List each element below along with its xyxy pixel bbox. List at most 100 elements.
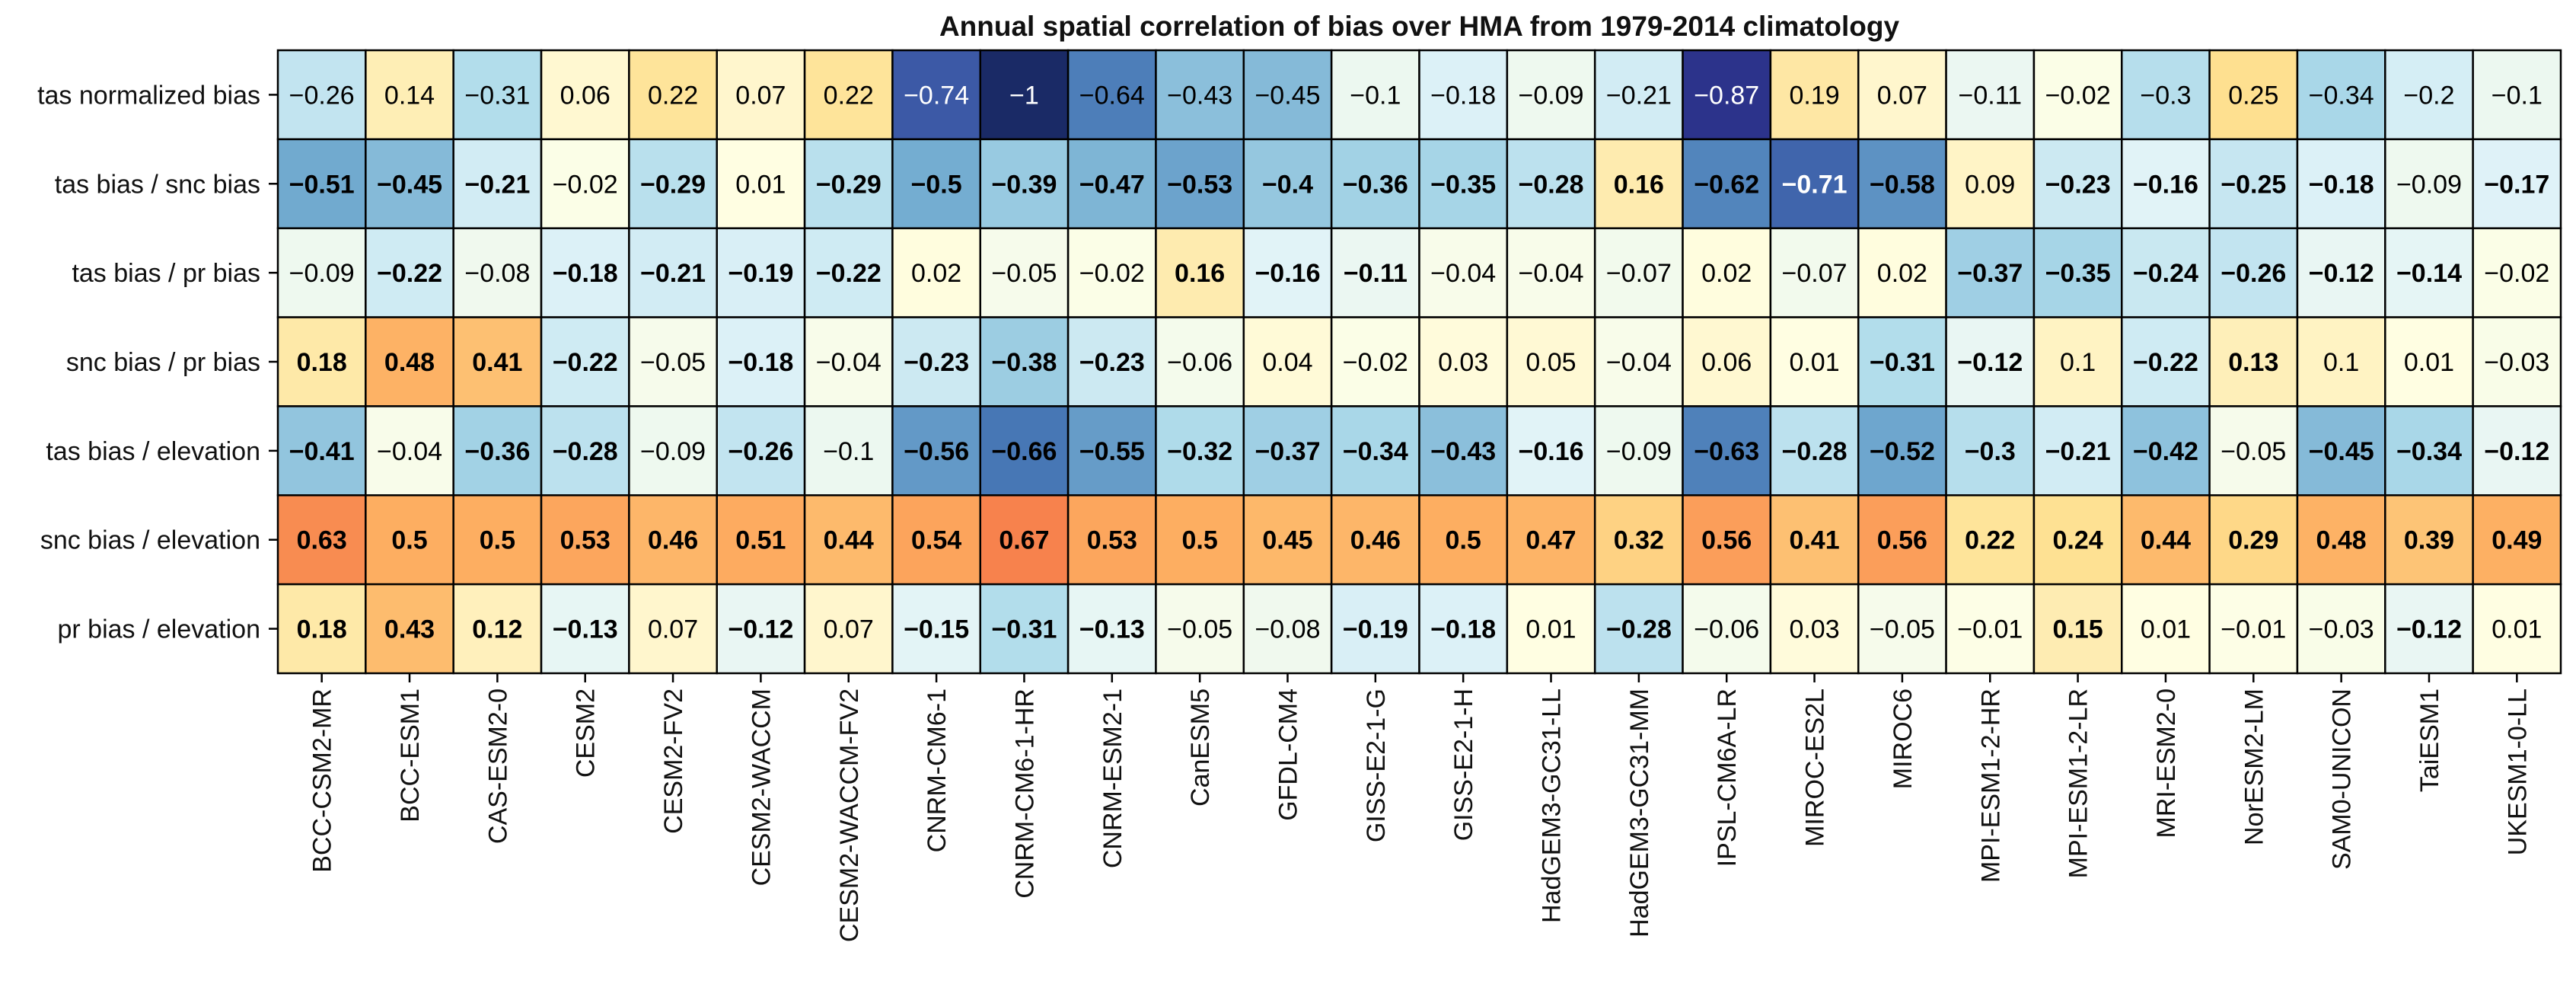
column-tick-label: MIROC6 xyxy=(1889,688,1918,789)
heatmap-cell xyxy=(1418,49,1509,141)
cell-value-label: 0.43 xyxy=(384,615,435,644)
heatmap-cell xyxy=(2121,49,2211,141)
row-tick-label: tas bias / elevation xyxy=(46,437,260,466)
cell-value-label: −0.71 xyxy=(1782,170,1848,199)
cell-value-label: 0.12 xyxy=(472,615,522,644)
heatmap-cell xyxy=(452,316,543,407)
heatmap-cell xyxy=(2032,49,2123,141)
heatmap-cell xyxy=(1242,494,1333,586)
cell-value-label: −0.21 xyxy=(464,170,530,199)
cell-value-label: −0.4 xyxy=(1262,170,1313,199)
column-labels: BCC-CSM2-MR BCC-ESM1 CAS-ESM2-0 CESM2 CESM2-… xyxy=(308,688,2533,942)
heatmap-cell xyxy=(1242,583,1333,675)
cell-value-label: −0.05 xyxy=(640,348,706,377)
cell-value-label: 0.63 xyxy=(297,526,347,555)
heatmap-cell xyxy=(1945,583,2036,675)
cell-value-label: −0.12 xyxy=(728,615,793,644)
heatmap-cell xyxy=(365,227,454,318)
column-tick-label: IPSL-CM6A-LR xyxy=(1713,688,1742,867)
heatmap-cell xyxy=(1769,583,1860,675)
cell-value-label: 0.01 xyxy=(735,170,786,199)
cell-value-label: −0.64 xyxy=(1079,81,1145,110)
cell-value-label: 0.03 xyxy=(1438,348,1488,377)
heatmap-cell xyxy=(979,405,1070,497)
cell-value-label: −0.18 xyxy=(728,348,793,377)
cell-value-label: −0.26 xyxy=(728,437,793,466)
heatmap-cell xyxy=(2296,49,2386,141)
cell-value-label: 0.67 xyxy=(999,526,1049,555)
heatmap-cell xyxy=(1418,583,1509,675)
heatmap-cell xyxy=(1769,316,1860,407)
heatmap-cell xyxy=(628,405,718,497)
heatmap-cell xyxy=(540,227,630,318)
cell-value-label: 0.09 xyxy=(1965,170,2015,199)
heatmap-cell xyxy=(2208,405,2299,497)
cell-value-label: −0.87 xyxy=(1694,81,1759,110)
cell-value-label: −0.04 xyxy=(1430,259,1496,288)
cell-value-label: −0.36 xyxy=(464,437,530,466)
cell-value-label: 0.56 xyxy=(1701,526,1752,555)
cell-value-label: −0.19 xyxy=(728,259,793,288)
heatmap-cell xyxy=(2296,405,2386,497)
chart-title: Annual spatial correlation of bias over … xyxy=(939,11,1900,42)
cell-value-label: −0.35 xyxy=(1430,170,1496,199)
heatmap-cell xyxy=(1066,227,1157,318)
cell-value-label: 0.5 xyxy=(1446,526,1481,555)
cell-value-label: 0.32 xyxy=(1614,526,1664,555)
cell-value-label: −0.31 xyxy=(1870,348,1935,377)
cell-value-label: 0.47 xyxy=(1526,526,1576,555)
heatmap-cell xyxy=(1857,49,1947,141)
heatmap-cell xyxy=(2472,316,2562,407)
column-tick-label: CESM2-WACCM xyxy=(747,688,776,886)
column-tick-label: MPI-ESM1-2-HR xyxy=(1976,688,2005,883)
cell-value-label: 0.02 xyxy=(911,259,961,288)
heatmap-cell xyxy=(803,227,894,318)
heatmap-cell xyxy=(1506,49,1596,141)
heatmap-cell xyxy=(2032,405,2123,497)
heatmap-cell xyxy=(1682,405,1772,497)
column-tick-label: GISS-E2-1-H xyxy=(1449,688,1478,841)
heatmap-cell xyxy=(452,227,543,318)
heatmap-cell xyxy=(2208,138,2299,229)
cell-value-label: −0.22 xyxy=(377,259,442,288)
cell-value-label: 0.01 xyxy=(1789,348,1839,377)
column-tick-label: TaiESM1 xyxy=(2415,688,2444,792)
cell-value-label: −0.63 xyxy=(1694,437,1759,466)
column-tick-label: MRI-ESM2-0 xyxy=(2152,688,2181,838)
heatmap-cell xyxy=(716,227,806,318)
cell-value-label: −0.12 xyxy=(2396,615,2462,644)
heatmap-cell xyxy=(1155,316,1245,407)
heatmap-cell xyxy=(276,49,367,141)
cell-value-label: −0.05 xyxy=(1870,615,1935,644)
cell-value-label: −0.58 xyxy=(1870,170,1935,199)
cell-value-label: −0.28 xyxy=(1782,437,1848,466)
cell-value-label: −0.09 xyxy=(640,437,706,466)
cell-value-label: −0.28 xyxy=(553,437,618,466)
row-tick-label: snc bias / pr bias xyxy=(66,348,260,377)
cell-value-label: −0.26 xyxy=(289,81,355,110)
cell-value-label: −0.51 xyxy=(289,170,355,199)
heatmap-cell xyxy=(1242,49,1333,141)
cell-value-label: 0.1 xyxy=(2060,348,2096,377)
axis-ticks xyxy=(269,94,2518,682)
cell-value-label: 0.41 xyxy=(1789,526,1839,555)
column-tick-label: GFDL-CM4 xyxy=(1274,688,1302,821)
cell-value-label: 0.22 xyxy=(648,81,698,110)
heatmap-cell xyxy=(1418,494,1509,586)
heatmap-cell xyxy=(2121,316,2211,407)
cell-value-label: −0.74 xyxy=(904,81,969,110)
heatmap-cell xyxy=(1155,583,1245,675)
cell-value-label: −0.02 xyxy=(1343,348,1408,377)
heatmap-cell xyxy=(891,316,982,407)
heatmap-cell xyxy=(2472,227,2562,318)
cell-value-label: −0.55 xyxy=(1079,437,1145,466)
cell-value-label: 0.45 xyxy=(1262,526,1312,555)
cell-value-label: 0.07 xyxy=(735,81,786,110)
heatmap-cell xyxy=(628,138,718,229)
cell-value-label: −0.11 xyxy=(1958,81,2022,110)
heatmap-cell xyxy=(2296,138,2386,229)
cell-value-label: 0.5 xyxy=(391,526,427,555)
heatmap-cell xyxy=(2384,138,2474,229)
cell-value-label: 0.05 xyxy=(1526,348,1576,377)
heatmap-cell xyxy=(979,316,1070,407)
